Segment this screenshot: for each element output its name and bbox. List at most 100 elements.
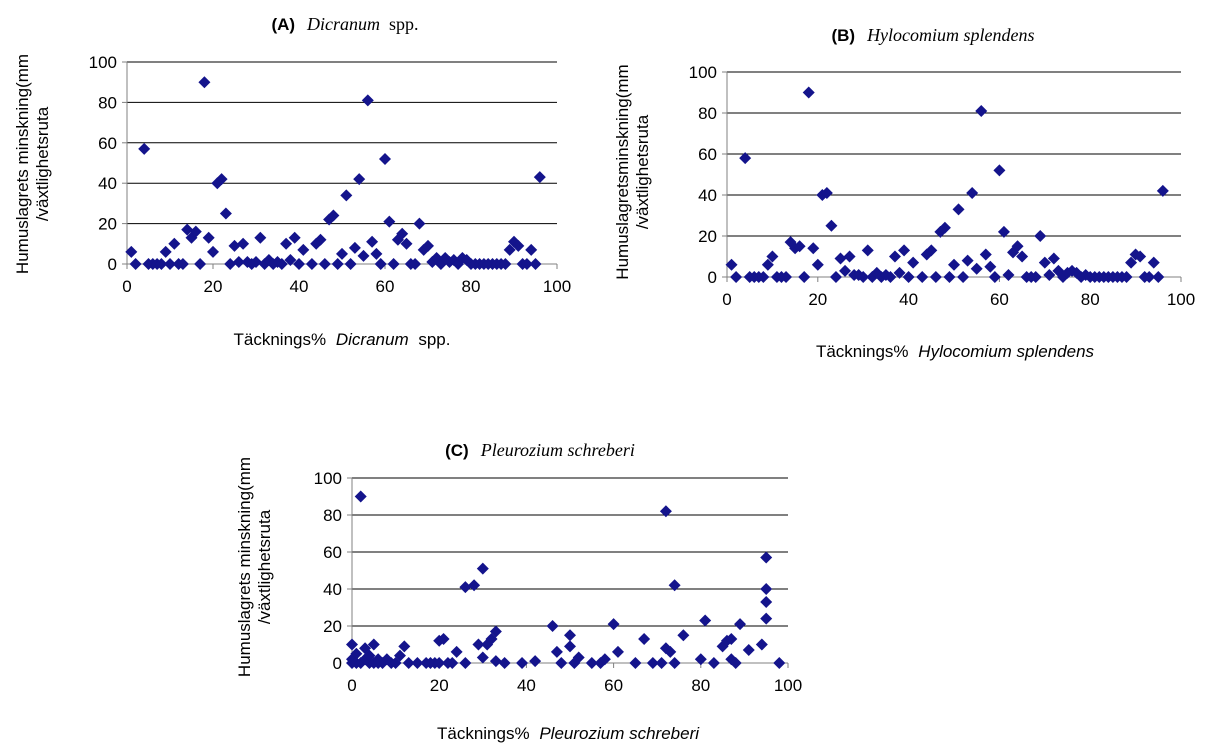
panel-c-data-point [398, 640, 411, 653]
panel-c-data-point [668, 657, 681, 669]
panel-c-data-point [729, 657, 742, 669]
panel-a-data-point [512, 239, 525, 252]
panel-c-data-point [646, 657, 659, 669]
panel-c-data-point [564, 629, 576, 642]
panel-b-data-point [1011, 240, 1024, 253]
panel-b-data-point [1129, 248, 1142, 261]
panel-a-x-tick-label: 60 [376, 277, 395, 296]
panel-c-data-point [742, 644, 755, 657]
panel-a-y-tick-label: 80 [98, 93, 117, 112]
panel-a-data-point [189, 225, 202, 238]
panel-b-data-point [929, 271, 942, 283]
panel-c-x-tick-label: 100 [774, 676, 802, 695]
panel-c-data-point [402, 657, 415, 669]
panel-a-data-point [219, 207, 232, 220]
panel-c-data-point [489, 655, 502, 668]
panel-c-data-point [468, 579, 481, 592]
panel-c-data-point [550, 645, 563, 658]
panel-a-data-point [129, 258, 142, 270]
panel-b-data-point [970, 262, 983, 275]
panel-b-data-point [984, 260, 997, 273]
panel-c-x-tick-label: 60 [604, 676, 623, 695]
panel-a-data-point [314, 233, 327, 246]
panel-b-data-point [766, 250, 779, 263]
panel-c-data-point [611, 645, 624, 658]
panel-c-x-axis-label-prefix: Täcknings% [437, 724, 530, 743]
panel-c-data-point [655, 657, 668, 669]
panel-b-data-point [997, 225, 1010, 238]
panel-b-x-tick-label: 20 [808, 290, 827, 309]
panel-c-data-point [350, 647, 363, 660]
panel-a-data-point [125, 245, 138, 258]
panel-c-y-tick-label: 0 [333, 654, 342, 673]
panel-b-y-tick-label: 60 [698, 145, 717, 164]
panel-c-x-tick-label: 40 [517, 676, 536, 695]
panel-b-x-axis-label-prefix: Täcknings% [816, 342, 909, 361]
panel-a-data-point [138, 142, 151, 155]
panel-b-data-point [1134, 250, 1147, 263]
panel-b-data-point [843, 250, 856, 263]
panel-a-data-point [529, 258, 542, 270]
panel-c-data-point [516, 657, 529, 669]
panel-b-data-point [780, 271, 793, 283]
panel-b-data-point [820, 186, 833, 199]
panel-b-data-point [1016, 250, 1029, 263]
panel-b: (B) Hylocomium splendens 0 20 40 60 80 100 0 2… [613, 25, 1195, 361]
panel-c-data-point [459, 581, 472, 594]
panel-a-data-point [224, 258, 237, 270]
panel-a-data-point [202, 231, 215, 244]
panel-b-x-axis-label-name: Hylocomium splendens [918, 342, 1094, 361]
panel-b-data-point [902, 271, 915, 283]
panel-a-data-point [340, 189, 353, 202]
panel-b-x-tick-label: 0 [722, 290, 731, 309]
panel-b-y-tick-label: 100 [689, 63, 717, 82]
panel-b-data-point [975, 104, 988, 117]
panel-b-data-point [943, 271, 956, 283]
panel-c-title-name: Pleurozium schreberi [480, 440, 635, 460]
panel-b-data-point [1120, 271, 1133, 283]
panel-b-data-point [893, 266, 906, 279]
panel-b-data-point [834, 252, 847, 265]
panel-a-data-point [383, 215, 396, 228]
panel-a-data-point [198, 76, 211, 89]
panel-c-data-point [668, 579, 681, 592]
panel-a-data-point [181, 223, 194, 236]
panel-a-title-letter: (A) [271, 15, 295, 34]
panel-a-data-point [232, 255, 245, 268]
panel-b-data-point [898, 244, 911, 257]
panel-b-data-point [1038, 256, 1051, 269]
panel-b-data-point [961, 254, 974, 267]
panel-a-y-ticks: 0 20 40 60 80 100 [89, 53, 127, 274]
panel-a-data-point [499, 258, 512, 270]
panel-b-title: (B) Hylocomium splendens [831, 25, 1034, 45]
panel-a-data-point [293, 258, 305, 270]
panel-b-data-point [952, 203, 965, 216]
panel-c-y-ticks: 0 20 40 60 80 100 [314, 469, 352, 673]
panel-a-data-point [357, 249, 370, 262]
panel-b-data-point [793, 240, 806, 253]
panel-c-data-point [773, 657, 786, 669]
panel-c-y-tick-label: 40 [323, 580, 342, 599]
panel-c-y-tick-label: 60 [323, 543, 342, 562]
panel-a: (A) Dicranum spp. 0 20 40 60 80 100 0 20 40 60 80… [13, 14, 571, 349]
panel-c-data-point [707, 657, 720, 669]
panel-a-data-point [164, 258, 176, 270]
panel-a-y-tick-label: 20 [98, 215, 117, 234]
panel-b-data-point [1147, 256, 1160, 269]
panel-c-data-point [572, 651, 585, 664]
panel-c-data-point [629, 657, 642, 669]
panel-c-data-point [760, 612, 773, 625]
panel-a-x-tick-label: 40 [290, 277, 309, 296]
panel-a-title: (A) Dicranum spp. [271, 14, 418, 34]
panel-c-data-point [437, 632, 450, 645]
panel-b-x-tick-label: 100 [1167, 290, 1195, 309]
panel-b-y-tick-label: 20 [698, 227, 717, 246]
panel-c-data-point [760, 583, 773, 595]
panel-c-y-axis-label-2: /växtlighetsruta [255, 509, 274, 624]
panel-c-x-tick-label: 80 [691, 676, 710, 695]
panel-b-data-point [1125, 256, 1138, 269]
panel-a-y-tick-label: 40 [98, 174, 117, 193]
panel-a-data-point [275, 258, 288, 270]
panel-a-x-axis-label-suffix: spp. [418, 330, 450, 349]
